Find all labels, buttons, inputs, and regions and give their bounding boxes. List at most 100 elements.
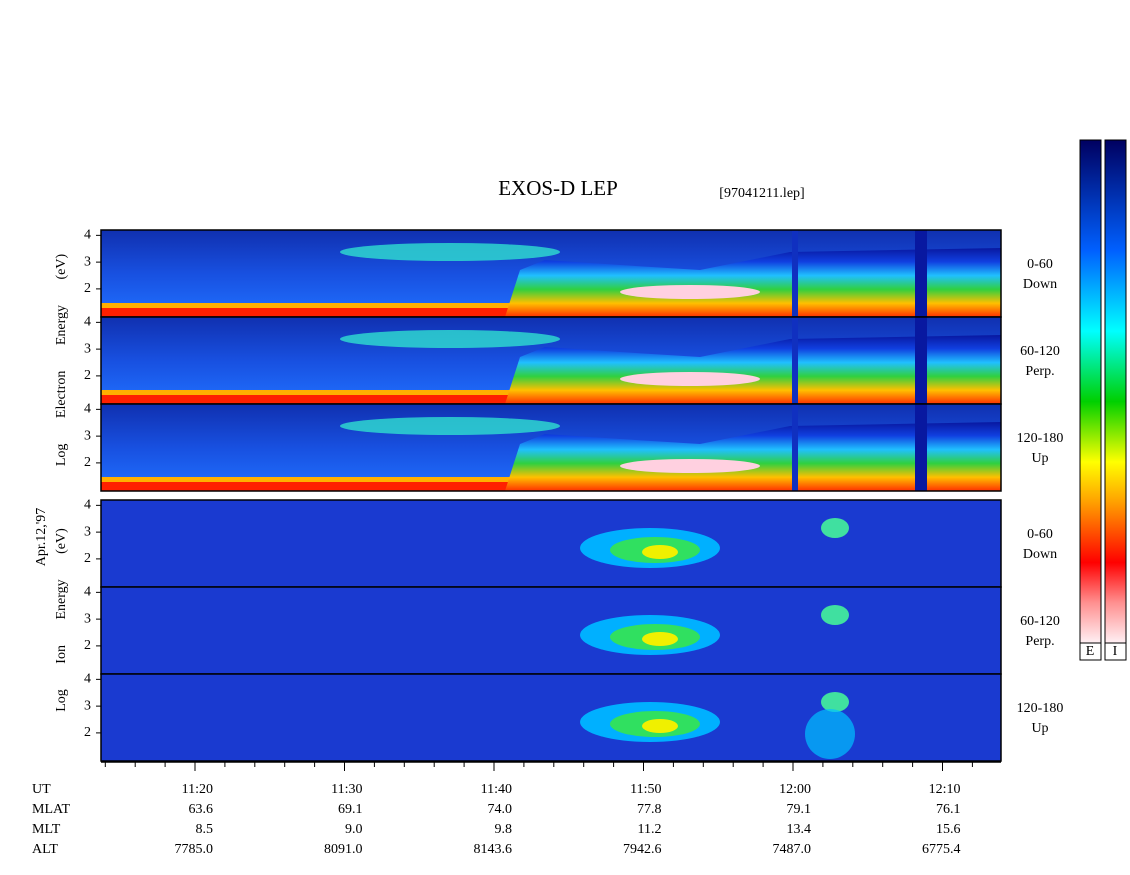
spectrogram-peak [620,285,760,299]
spectrogram-gap [792,317,798,404]
spectrogram-gap [915,404,927,491]
ephemeris-name: MLT [32,822,61,837]
panel-angle: 0-60 [1027,257,1053,272]
spectrogram-region [505,335,1001,404]
spectrogram-band [340,330,560,348]
electron-axis-label: Log Electron Energy (eV) [54,254,69,467]
ephemeris-value: 11.2 [638,822,662,837]
ephemeris-value: 63.6 [189,802,214,817]
ephemeris-value: 11:30 [331,782,362,797]
panel-angle: 0-60 [1027,527,1053,542]
ephemeris-value: 76.1 [936,802,961,817]
y-tick-label: 2 [84,368,91,383]
spectrogram-blob [642,719,678,733]
spectrogram-blob [821,518,849,538]
colorbar-label: I [1113,644,1118,659]
spectrogram [101,500,1001,587]
ephemeris-value: 11:40 [481,782,512,797]
panel-direction: Down [1023,277,1057,292]
panel-angle: 120-180 [1017,431,1064,446]
ephemeris-value: 7487.0 [773,842,812,857]
ephemeris-value: 8143.6 [474,842,513,857]
colorbar-label-box [1079,642,1102,661]
y-tick-label: 4 [84,315,91,330]
ephemeris-value: 7785.0 [175,842,214,857]
ephemeris-name: MLAT [32,802,71,817]
spectrogram-peak [620,459,760,473]
y-tick-label: 2 [84,725,91,740]
colorbar-label-box [1104,642,1127,661]
panel-direction: Up [1031,451,1048,466]
spectrogram-band [101,303,521,309]
ephemeris-value: 6775.4 [922,842,961,857]
spectrogram-blob [805,709,855,759]
spectrogram-band [101,477,521,483]
spectrogram-gap [915,230,927,317]
y-tick-label: 2 [84,551,91,566]
file-name: [97041211.lep] [719,186,804,201]
spectrogram-blob [642,545,678,559]
ephemeris-name: ALT [32,842,58,857]
ephemeris-value: 13.4 [787,822,812,837]
y-tick-label: 4 [84,228,91,243]
ephemeris-value: 11:50 [630,782,661,797]
ephemeris-value: 79.1 [787,802,812,817]
y-tick-label: 4 [84,402,91,417]
spectrogram-band [101,395,521,404]
ephemeris-value: 9.8 [495,822,513,837]
spectrogram-bg [101,587,1001,674]
ephemeris-value: 69.1 [338,802,363,817]
panel-angle: 60-120 [1020,614,1060,629]
colorbar-ion [1104,139,1127,644]
spectrogram [101,587,1001,674]
ephemeris-value: 15.6 [936,822,961,837]
y-tick-label: 2 [84,455,91,470]
y-tick-label: 3 [84,341,91,356]
y-tick-label: 3 [84,698,91,713]
y-tick-label: 3 [84,254,91,269]
panel-angle: 120-180 [1017,701,1064,716]
ion-axis-label: Log Ion Energy (eV) [54,528,69,712]
spectrogram-band [340,417,560,435]
spectrogram [101,404,1001,491]
spectrogram-bg [101,674,1001,761]
panel-direction: Up [1031,721,1048,736]
y-tick-label: 2 [84,281,91,296]
spectrogram-gap [792,230,798,317]
spectrogram-peak [620,372,760,386]
y-tick-label: 4 [84,498,91,513]
panel-frame [100,673,1002,762]
spectrogram-blob [642,632,678,646]
spectrogram-region [505,248,1001,317]
ephemeris-value: 9.0 [345,822,363,837]
spectrogram [101,674,1001,761]
colorbar-label: E [1086,644,1095,659]
spectrogram [101,230,1001,317]
y-tick-label: 3 [84,428,91,443]
ephemeris-name: UT [32,782,51,797]
spectrogram-gap [792,404,798,491]
spectrogram-blob [821,692,849,712]
spectrogram-band [101,308,521,317]
panel-direction: Perp. [1025,364,1054,379]
panel-direction: Perp. [1025,634,1054,649]
spectrogram-bg [101,500,1001,587]
spectrogram-band [101,482,521,491]
ephemeris-value: 74.0 [488,802,513,817]
ephemeris-value: 77.8 [637,802,662,817]
spectrogram-band [340,243,560,261]
spectrogram-blob [821,605,849,625]
panel-angle: 60-120 [1020,344,1060,359]
title: EXOS-D LEP [498,176,618,200]
ephemeris-value: 7942.6 [623,842,662,857]
date-label: Apr.12,'97 [34,508,49,567]
colorbar-electron [1079,139,1102,644]
y-tick-label: 3 [84,524,91,539]
panel-frame [100,403,1002,492]
ephemeris-value: 8.5 [196,822,214,837]
y-tick-label: 3 [84,611,91,626]
ephemeris-value: 11:20 [182,782,213,797]
panel-direction: Down [1023,547,1057,562]
y-tick-label: 2 [84,638,91,653]
